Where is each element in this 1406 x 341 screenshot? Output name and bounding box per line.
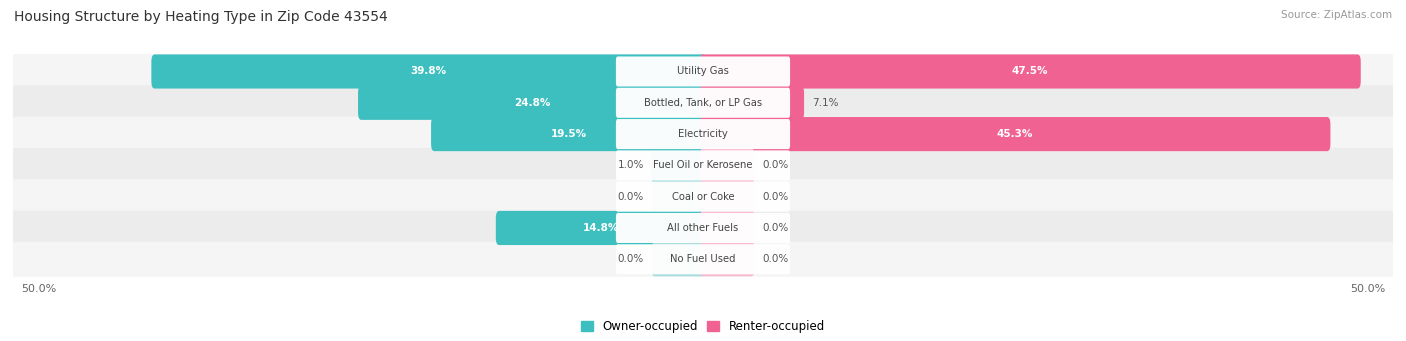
Text: 19.5%: 19.5%: [551, 129, 586, 139]
Text: 47.5%: 47.5%: [1012, 66, 1049, 76]
Text: 45.3%: 45.3%: [997, 129, 1033, 139]
Text: 50.0%: 50.0%: [21, 284, 56, 294]
FancyBboxPatch shape: [616, 213, 790, 243]
Text: 0.0%: 0.0%: [762, 160, 789, 170]
Text: 1.0%: 1.0%: [617, 160, 644, 170]
Text: Utility Gas: Utility Gas: [678, 66, 728, 76]
Text: 24.8%: 24.8%: [515, 98, 550, 108]
Text: Source: ZipAtlas.com: Source: ZipAtlas.com: [1281, 10, 1392, 20]
FancyBboxPatch shape: [651, 148, 706, 182]
FancyBboxPatch shape: [616, 244, 790, 274]
Text: 0.0%: 0.0%: [762, 223, 789, 233]
FancyBboxPatch shape: [616, 57, 790, 87]
FancyBboxPatch shape: [616, 119, 790, 149]
FancyBboxPatch shape: [13, 179, 1393, 214]
FancyBboxPatch shape: [13, 117, 1393, 152]
FancyBboxPatch shape: [13, 242, 1393, 277]
Text: 7.1%: 7.1%: [811, 98, 838, 108]
FancyBboxPatch shape: [700, 117, 1330, 151]
FancyBboxPatch shape: [359, 86, 706, 120]
Text: Bottled, Tank, or LP Gas: Bottled, Tank, or LP Gas: [644, 98, 762, 108]
FancyBboxPatch shape: [700, 148, 755, 182]
FancyBboxPatch shape: [432, 117, 706, 151]
FancyBboxPatch shape: [13, 148, 1393, 183]
FancyBboxPatch shape: [13, 54, 1393, 89]
FancyBboxPatch shape: [496, 211, 706, 245]
Text: 50.0%: 50.0%: [1350, 284, 1385, 294]
FancyBboxPatch shape: [616, 150, 790, 180]
FancyBboxPatch shape: [651, 180, 706, 214]
Text: 39.8%: 39.8%: [411, 66, 447, 76]
Text: 14.8%: 14.8%: [583, 223, 619, 233]
FancyBboxPatch shape: [700, 242, 755, 276]
FancyBboxPatch shape: [13, 85, 1393, 120]
FancyBboxPatch shape: [616, 88, 790, 118]
FancyBboxPatch shape: [152, 55, 706, 89]
FancyBboxPatch shape: [700, 211, 755, 245]
FancyBboxPatch shape: [700, 55, 1361, 89]
Text: Electricity: Electricity: [678, 129, 728, 139]
Legend: Owner-occupied, Renter-occupied: Owner-occupied, Renter-occupied: [576, 315, 830, 338]
Text: 0.0%: 0.0%: [617, 254, 644, 264]
Text: Fuel Oil or Kerosene: Fuel Oil or Kerosene: [654, 160, 752, 170]
Text: 0.0%: 0.0%: [617, 192, 644, 202]
Text: No Fuel Used: No Fuel Used: [671, 254, 735, 264]
FancyBboxPatch shape: [616, 182, 790, 212]
Text: Coal or Coke: Coal or Coke: [672, 192, 734, 202]
FancyBboxPatch shape: [700, 180, 755, 214]
FancyBboxPatch shape: [13, 210, 1393, 246]
FancyBboxPatch shape: [700, 86, 804, 120]
Text: 0.0%: 0.0%: [762, 254, 789, 264]
Text: 0.0%: 0.0%: [762, 192, 789, 202]
FancyBboxPatch shape: [651, 242, 706, 276]
Text: All other Fuels: All other Fuels: [668, 223, 738, 233]
Text: Housing Structure by Heating Type in Zip Code 43554: Housing Structure by Heating Type in Zip…: [14, 10, 388, 24]
